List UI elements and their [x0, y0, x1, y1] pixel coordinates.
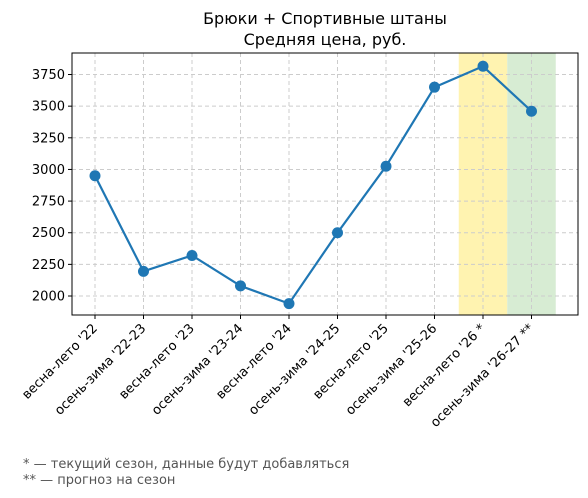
y-tick-label-6: 3500: [32, 100, 65, 115]
y-tick-label-1: 2250: [32, 258, 65, 273]
data-point-1: [138, 265, 149, 277]
x-tick-label-1: осень-зима '22-23: [52, 321, 149, 418]
data-point-2: [186, 250, 198, 262]
y-tick-label-3: 2750: [32, 195, 65, 210]
data-point-5: [332, 227, 343, 239]
grid: [72, 53, 578, 315]
y-axis: 2000 2250 2500 2750 3000 3250 3500 3750: [32, 68, 72, 305]
x-tick-label-5: осень-зима '24-25: [246, 321, 343, 418]
highlight-bands: [458, 53, 556, 315]
x-tick-label-7: осень-зима '25-26: [343, 321, 440, 418]
plot-frame: [71, 52, 579, 316]
y-tick-label-0: 2000: [32, 290, 65, 305]
data-points: [89, 60, 537, 310]
data-point-4: [283, 298, 295, 310]
highlight-band-0: [458, 53, 508, 315]
data-point-6: [380, 160, 392, 172]
highlight-band-1: [507, 53, 556, 315]
x-tick-label-8: весна-лето '26 *: [400, 321, 489, 410]
y-tick-label-2: 2500: [32, 226, 65, 241]
chart: Брюки + Спортивные штаны Средняя цена, р…: [19, 9, 579, 431]
y-tick-label-4: 3000: [32, 163, 65, 178]
series-line-layer: [94, 65, 533, 305]
data-point-3: [235, 280, 246, 292]
series-line-0: [94, 65, 533, 305]
footnote-current-season: * — текущий сезон, данные будут добавлят…: [23, 457, 350, 472]
data-point-9: [526, 105, 537, 117]
data-point-8: [477, 60, 489, 72]
data-point-0: [89, 170, 101, 182]
chart-title: Брюки + Спортивные штаны: [203, 9, 447, 28]
y-tick-label-7: 3750: [32, 68, 65, 83]
footnote-forecast: ** — прогноз на сезон: [23, 473, 176, 488]
data-point-7: [429, 81, 440, 93]
x-tick-label-3: осень-зима '23-24: [149, 321, 246, 418]
y-tick-label-5: 3250: [32, 131, 65, 146]
chart-subtitle: Средняя цена, руб.: [244, 30, 407, 49]
